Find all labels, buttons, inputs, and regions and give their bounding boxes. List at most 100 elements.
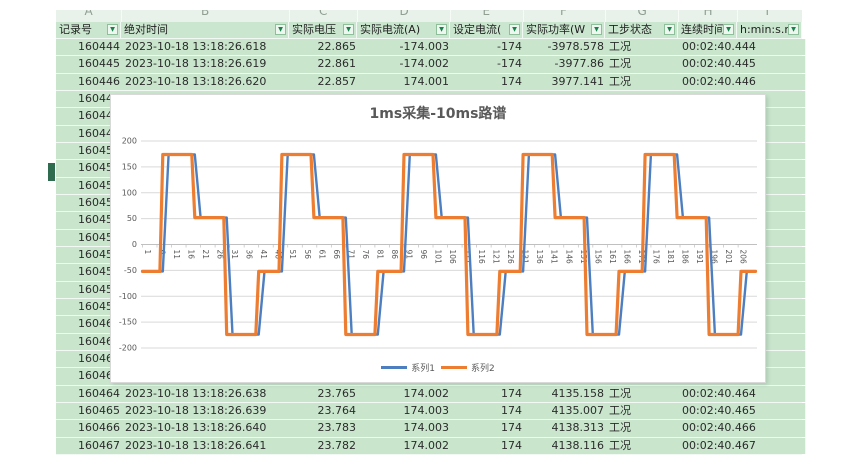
cell-record[interactable]: 160446 [56,73,124,90]
cell-status[interactable]: 工况 [605,73,682,90]
cell-record[interactable]: 160464 [56,385,124,402]
cell-status[interactable]: 工况 [605,420,682,437]
cell-time[interactable]: 2023-10-18 13:18:26.639 [121,403,293,420]
cell-power[interactable]: 4135.007 [523,403,608,420]
cell-duration[interactable]: 00:02:40.466 [678,420,806,437]
cell-current[interactable]: -174.003 [357,39,453,56]
filter-dropdown-button[interactable]: ▼ [509,24,520,35]
cell-duration[interactable]: 00:02:40.444 [678,39,806,56]
cell-record[interactable]: 160466 [56,420,124,437]
cell-voltage[interactable]: 22.861 [289,56,360,73]
cell-set_current[interactable]: 174 [450,420,526,437]
column-header-0[interactable]: 记录号 ▼ [56,22,121,39]
chart-object[interactable]: 1ms采集-10ms路谱 200 150 100 50 0 -50 -100 -150 -200… [110,94,766,383]
cell-duration[interactable]: 00:02:40.446 [678,73,806,90]
cell-voltage[interactable]: 22.865 [289,39,360,56]
cell-duration[interactable]: 00:02:40.445 [678,56,806,73]
cell-set_current[interactable]: 174 [450,403,526,420]
cell-set_current[interactable]: 174 [450,437,526,454]
filter-dropdown-button[interactable]: ▼ [107,24,118,35]
legend-item[interactable]: 系列2 [441,361,495,374]
cell-set_current[interactable]: -174 [450,56,526,73]
cell-current[interactable]: 174.003 [357,403,453,420]
cell-record[interactable]: 160454 [56,212,124,229]
cell-duration[interactable]: 00:02:40.464 [678,385,806,402]
cell-record[interactable]: 160465 [56,403,124,420]
cell-record[interactable]: 160452 [56,177,124,194]
cell-record[interactable]: 160460 [56,316,124,333]
column-letter-E[interactable]: E [482,10,491,18]
cell-time[interactable]: 2023-10-18 13:18:26.620 [121,73,293,90]
cell-record[interactable]: 160445 [56,56,124,73]
cell-record[interactable]: 160459 [56,299,124,316]
column-letter-D[interactable]: D [399,10,409,18]
column-letter-G[interactable]: G [637,10,647,18]
column-header-3[interactable]: 实际电流(A) ▼ [357,22,450,39]
column-letter-B[interactable]: B [201,10,210,18]
cell-power[interactable]: -3977.86 [523,56,608,73]
cell-power[interactable]: 4138.313 [523,420,608,437]
series2-line[interactable] [140,152,758,337]
cell-current[interactable]: 174.001 [357,73,453,90]
column-header-5[interactable]: 实际功率(W ▼ [523,22,605,39]
cell-status[interactable]: 工况 [605,385,682,402]
cell-time[interactable]: 2023-10-18 13:18:26.619 [121,56,293,73]
filter-dropdown-button[interactable]: ▼ [723,24,734,35]
cell-power[interactable]: -3978.578 [523,39,608,56]
cell-record[interactable]: 160467 [56,437,124,454]
column-header-1[interactable]: 绝对时间 ▼ [121,22,289,39]
cell-current[interactable]: 174.003 [357,420,453,437]
cell-voltage[interactable]: 23.782 [289,437,360,454]
cell-record[interactable]: 160462 [56,351,124,368]
cell-record[interactable]: 160463 [56,368,124,385]
cell-power[interactable]: 3977.141 [523,73,608,90]
cell-status[interactable]: 工况 [605,437,682,454]
cell-voltage[interactable]: 22.857 [289,73,360,90]
column-letter-C[interactable]: C [319,10,328,18]
cell-duration[interactable]: 00:02:40.465 [678,403,806,420]
cell-time[interactable]: 2023-10-18 13:18:26.638 [121,385,293,402]
column-header-8[interactable]: h:min:s.m ▼ [737,22,802,39]
cell-set_current[interactable]: 174 [450,73,526,90]
column-header-6[interactable]: 工步状态 ▼ [605,22,678,39]
chart-legend[interactable]: 系列1 系列2 [111,361,765,374]
cell-time[interactable]: 2023-10-18 13:18:26.618 [121,39,293,56]
cell-status[interactable]: 工况 [605,56,682,73]
cell-record[interactable]: 160448 [56,108,124,125]
column-letter-A[interactable]: A [84,10,93,18]
cell-record[interactable]: 160453 [56,195,124,212]
cell-set_current[interactable]: -174 [450,39,526,56]
filter-dropdown-button[interactable]: ▼ [275,24,286,35]
column-letter-I[interactable]: I [765,10,770,18]
cell-set_current[interactable]: 174 [450,385,526,402]
column-header-4[interactable]: 设定电流(▼ [450,22,523,39]
cell-voltage[interactable]: 23.783 [289,420,360,437]
cell-current[interactable]: 174.002 [357,385,453,402]
column-letter-F[interactable]: F [560,10,567,18]
cell-record[interactable]: 160444 [56,39,124,56]
filter-dropdown-button[interactable]: ▼ [591,24,602,35]
column-letter-H[interactable]: H [703,10,713,18]
cell-voltage[interactable]: 23.765 [289,385,360,402]
cell-record[interactable]: 160461 [56,333,124,350]
cell-time[interactable]: 2023-10-18 13:18:26.640 [121,420,293,437]
filter-dropdown-button[interactable]: ▼ [788,24,799,35]
cell-record[interactable]: 160457 [56,264,124,281]
cell-status[interactable]: 工况 [605,403,682,420]
cell-current[interactable]: 174.002 [357,437,453,454]
cell-power[interactable]: 4135.158 [523,385,608,402]
filter-dropdown-button[interactable]: ▼ [343,24,354,35]
column-header-2[interactable]: 实际电压 ▼ [289,22,357,39]
cell-status[interactable]: 工况 [605,39,682,56]
cell-power[interactable]: 4138.116 [523,437,608,454]
cell-voltage[interactable]: 23.764 [289,403,360,420]
cell-current[interactable]: -174.002 [357,56,453,73]
cell-duration[interactable]: 00:02:40.467 [678,437,806,454]
filter-dropdown-button[interactable]: ▼ [436,24,447,35]
cell-time[interactable]: 2023-10-18 13:18:26.641 [121,437,293,454]
cell-record[interactable]: 160449 [56,125,124,142]
column-header-7[interactable]: 连续时间(▼ [678,22,737,39]
filter-dropdown-button[interactable]: ▼ [664,24,675,35]
legend-item[interactable]: 系列1 [381,361,435,374]
cell-record[interactable]: 160447 [56,91,124,108]
